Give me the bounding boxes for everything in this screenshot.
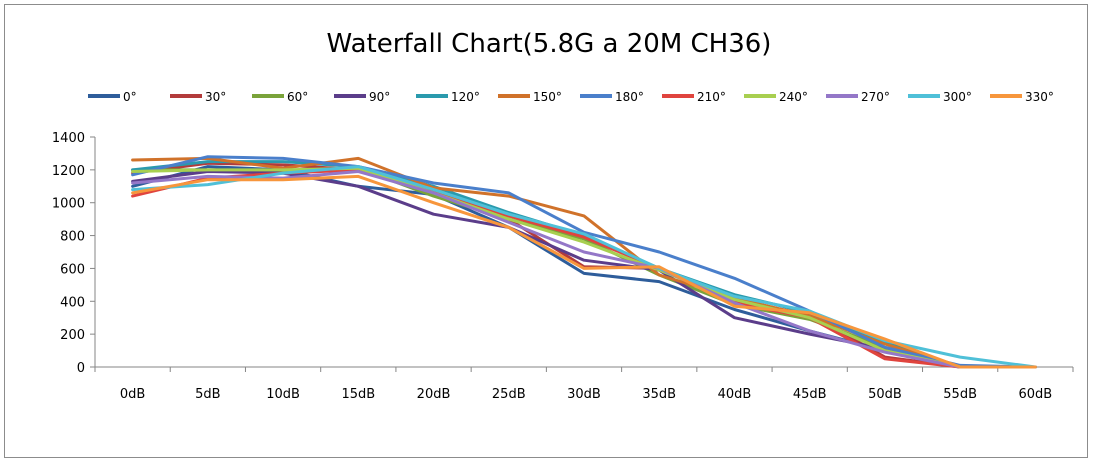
x-tick-label: 10dB (266, 387, 300, 402)
x-tick-label: 30dB (567, 387, 601, 402)
y-tick-label: 800 (60, 230, 85, 245)
x-tick-label: 0dB (120, 387, 145, 402)
y-tick-label: 200 (60, 328, 85, 343)
legend-label: 180° (615, 90, 644, 104)
legend-label: 330° (1025, 90, 1054, 104)
y-tick-label: 0 (77, 361, 85, 376)
series-line (131, 155, 1037, 369)
legend-label: 0° (123, 90, 137, 104)
y-tick-label: 1200 (52, 164, 85, 179)
series-line (131, 165, 1037, 369)
series-group (131, 155, 1037, 369)
legend-label: 30° (205, 90, 226, 104)
legend-label: 240° (779, 90, 808, 104)
series-line (131, 170, 1037, 369)
y-tick-label: 400 (60, 295, 85, 310)
series-line (131, 161, 1037, 369)
x-tick-label: 35dB (642, 387, 676, 402)
x-tick-label: 40dB (718, 387, 752, 402)
series-line (131, 160, 1037, 369)
chart-title: Waterfall Chart(5.8G a 20M CH36) (327, 29, 772, 59)
x-tick-label: 45dB (793, 387, 827, 402)
x-tick-label: 5dB (195, 387, 220, 402)
series-line (131, 174, 1037, 369)
axes: 0 200 400 600 800 1000 1200 1400 0dB 5dB 10dB 15dB 2… (52, 131, 1074, 402)
legend-label: 270° (861, 90, 890, 104)
legend-label: 210° (697, 90, 726, 104)
legend-label: 150° (533, 90, 562, 104)
legend-label: 60° (287, 90, 308, 104)
x-tick-label: 20dB (417, 387, 451, 402)
series-line (131, 166, 1037, 369)
legend-label: 90° (369, 90, 390, 104)
y-tick-label: 1400 (52, 131, 85, 146)
legend-label: 120° (451, 90, 480, 104)
x-tick-label: 25dB (492, 387, 526, 402)
x-tick-label: 55dB (943, 387, 977, 402)
x-tick-label: 60dB (1019, 387, 1053, 402)
legend: 0° 30° 60° 90° 120° 150° 180° 210° 240° 270° 300° 3… (88, 90, 1054, 104)
legend-label: 300° (943, 90, 972, 104)
x-tick-label: 50dB (868, 387, 902, 402)
y-tick-label: 600 (60, 262, 85, 277)
x-tick-label: 15dB (341, 387, 375, 402)
y-tick-label: 1000 (52, 197, 85, 212)
series-line (131, 156, 1037, 369)
